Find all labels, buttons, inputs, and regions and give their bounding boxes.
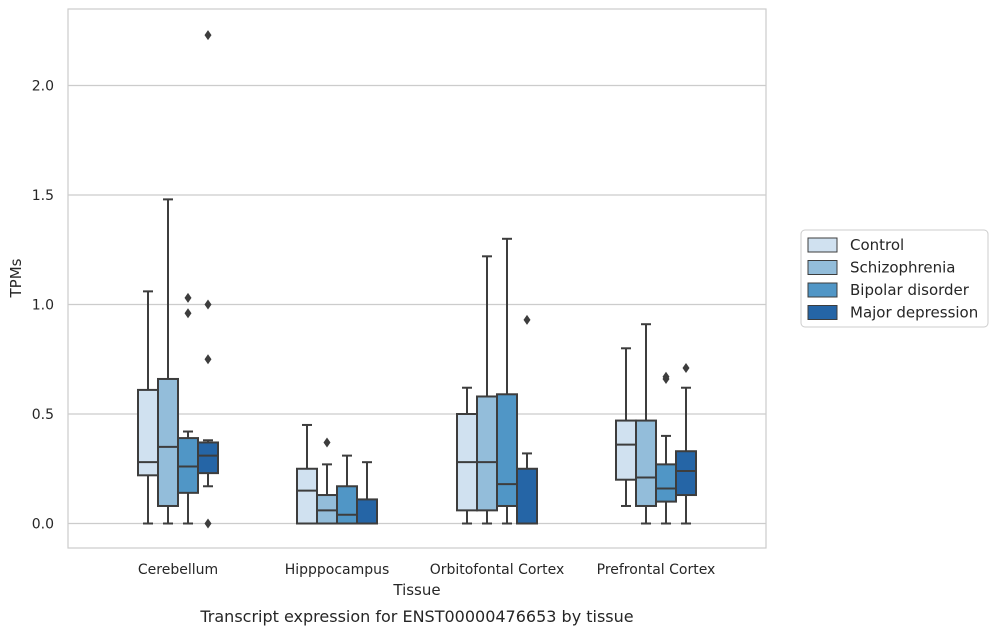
- box: [197, 30, 219, 529]
- plot-frame: [67, 8, 767, 549]
- box: [516, 314, 538, 525]
- box-series: [137, 30, 697, 529]
- legend-frame: [800, 229, 989, 328]
- series-schizophrenia: [157, 198, 657, 525]
- legend-swatch: [807, 260, 838, 275]
- box: [157, 198, 179, 525]
- outlier-point: [662, 371, 670, 382]
- box-iqr: [655, 463, 677, 503]
- box: [356, 461, 378, 525]
- box-iqr: [516, 467, 538, 525]
- box-iqr: [476, 395, 498, 512]
- x-tick-label: Orbitofontal Cortex: [430, 562, 565, 578]
- box-iqr: [157, 377, 179, 507]
- legend-label: Bipolar disorder: [850, 281, 970, 299]
- box: [496, 237, 518, 525]
- box-iqr: [177, 437, 199, 494]
- box-iqr: [296, 467, 318, 525]
- box-iqr: [615, 419, 637, 481]
- x-axis-ticks: Cerebellum Hipppocampus Orbitofontal Corte…: [138, 562, 715, 578]
- y-tick-label: 1.0: [32, 298, 54, 314]
- outlier-point: [184, 308, 192, 319]
- box-iqr: [675, 450, 697, 497]
- box: [296, 423, 318, 525]
- outlier-point: [184, 292, 192, 303]
- box-iqr: [356, 498, 378, 525]
- box-iqr: [496, 393, 518, 507]
- x-tick-label: Cerebellum: [138, 562, 218, 578]
- box-iqr: [635, 419, 657, 507]
- y-tick-label: 2.0: [32, 79, 54, 95]
- legend-label: Schizophrenia: [850, 259, 955, 277]
- x-tick-label: Hipppocampus: [285, 562, 390, 578]
- x-tick-label: Prefrontal Cortex: [597, 562, 716, 578]
- outlier-point: [523, 314, 531, 325]
- chart-caption: Transcript expression for ENST0000047665…: [199, 607, 633, 626]
- box: [456, 386, 478, 525]
- y-axis-title: TPMs: [7, 258, 25, 298]
- legend-swatch: [807, 237, 838, 253]
- legend-label: Control: [850, 236, 904, 254]
- box: [137, 290, 159, 525]
- outlier-point: [204, 518, 212, 529]
- y-tick-label: 0.0: [32, 517, 54, 533]
- legend-swatch: [807, 305, 838, 320]
- box-iqr: [197, 441, 219, 475]
- legend: Control Schizophrenia Bipolar disorder Majo…: [800, 229, 989, 328]
- box-iqr: [316, 494, 338, 525]
- x-axis-title: Tissue: [392, 581, 440, 599]
- y-tick-label: 0.5: [32, 407, 54, 423]
- series-major-depression: [197, 30, 697, 529]
- series-bipolar-disorder: [177, 237, 677, 525]
- outlier-point: [204, 30, 212, 41]
- legend-swatch: [807, 282, 838, 298]
- outlier-point: [323, 437, 331, 448]
- y-axis-ticks: 0.0 0.5 1.0 1.5 2.0: [32, 79, 54, 533]
- outlier-point: [682, 363, 690, 374]
- box: [635, 323, 657, 525]
- box-iqr: [336, 485, 358, 525]
- box: [675, 363, 697, 525]
- series-control: [137, 290, 637, 525]
- y-tick-label: 1.5: [32, 188, 54, 204]
- outlier-point: [204, 354, 212, 365]
- outlier-point: [204, 299, 212, 310]
- legend-label: Major depression: [850, 304, 978, 322]
